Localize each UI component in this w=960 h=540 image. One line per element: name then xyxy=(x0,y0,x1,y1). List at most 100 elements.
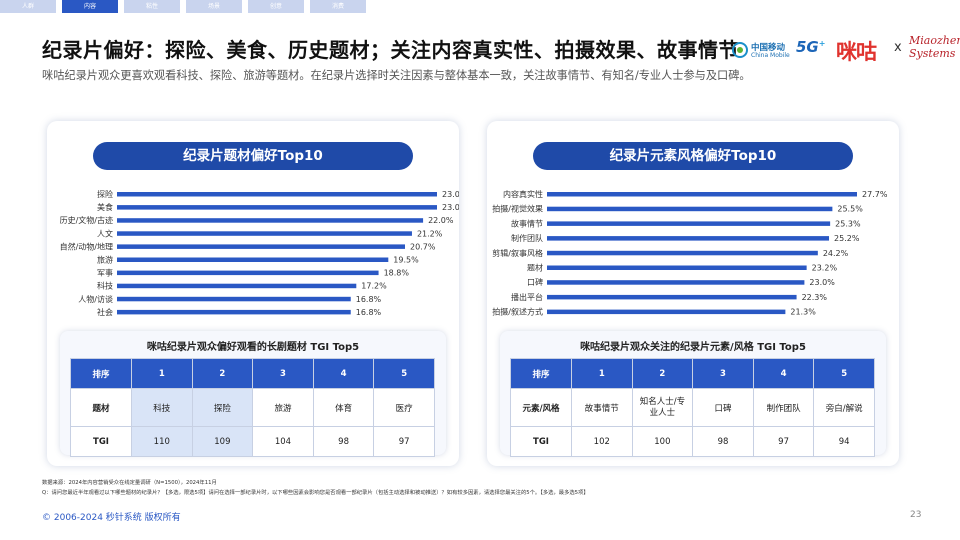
topic-chart-title: 纪录片题材偏好Top10 xyxy=(93,142,413,170)
element-tgi-title: 咪咕纪录片观众关注的纪录片元素/风格 TGI Top5 xyxy=(580,342,806,353)
bar xyxy=(117,296,351,302)
tab-consumption[interactable]: 消费 xyxy=(310,0,366,13)
tab-creative[interactable]: 创意 xyxy=(248,0,304,13)
bar-category-label: 美食 xyxy=(97,202,113,212)
bar-category-label: 播出平台 xyxy=(511,292,543,302)
bar-category-label: 自然/动物/地理 xyxy=(60,241,113,251)
tgi-rank-2: 2 xyxy=(191,358,254,389)
bar xyxy=(547,236,830,241)
bar xyxy=(117,257,389,262)
china-mobile-logo: 中国移动 China Mobile xyxy=(732,39,792,63)
tgi-value-2: 109 xyxy=(191,426,254,457)
bar-value-label: 23.0% xyxy=(442,190,459,199)
tgi-rank-5: 5 xyxy=(373,358,435,389)
bar xyxy=(117,283,357,289)
bar-value-label: 19.5% xyxy=(393,256,419,265)
bar-value-label: 21.2% xyxy=(417,229,443,238)
tgi-rank-3: 3 xyxy=(692,358,754,389)
topic-tgi-title: 咪咕纪录片观众偏好观看的长剧题材 TGI Top5 xyxy=(146,342,360,353)
tgi-header-row: 排序 1 2 3 4 5 xyxy=(70,358,435,389)
bar xyxy=(547,206,833,212)
miaozhen-logo: Miaozhen Systems xyxy=(909,34,960,60)
tgi-header-row: 排序 1 2 3 4 5 xyxy=(510,358,875,389)
page-subtitle: 咪咕纪录片观众更喜欢观看科技、探险、旅游等题材。在纪录片选择时关注因素与整体基本… xyxy=(42,69,751,82)
tgi-rank-4: 4 xyxy=(312,358,375,389)
bar-value-label: 17.2% xyxy=(361,282,387,291)
element-bar-chart: 内容真实性 27.7% 拍摄/视觉效果 25.5% 故事情节 25.3% 制作团队 25.2%… xyxy=(492,189,888,317)
topic-bar-chart: 探险 23.0% 美食 23.0% 历史/文物/古迹 22.0% 人文 21.2% 自然/动物/… xyxy=(60,189,459,317)
tgi-item-4: 制作团队 xyxy=(752,388,815,427)
topic-preference-card: 纪录片题材偏好Top10 探险 23.0% 美食 23.0% 历史/文物/古迹 22.0%… xyxy=(47,121,459,466)
bar-category-label: 探险 xyxy=(97,189,113,199)
bar-value-label: 25.3% xyxy=(835,219,861,228)
tgi-value-2: 100 xyxy=(631,426,694,457)
bar-value-label: 23.2% xyxy=(812,264,838,273)
tab-stickiness[interactable]: 粘性 xyxy=(124,0,180,13)
china-mobile-en-name: China Mobile xyxy=(751,52,790,59)
bar-category-label: 题材 xyxy=(527,263,543,273)
bar-category-label: 旅游 xyxy=(97,255,113,265)
miaozhen-line1: Miaozhen xyxy=(909,34,960,47)
tgi-value-3: 104 xyxy=(252,426,314,457)
bar xyxy=(117,205,437,210)
tgi-rank-label: 排序 xyxy=(510,358,572,389)
5g-logo: 5G+ xyxy=(796,38,825,56)
tgi-item-row: 元素/风格 故事情节 知名人士/专业人士 口碑 制作团队 旁白/解说 xyxy=(510,388,875,427)
bar-value-label: 20.7% xyxy=(410,242,436,251)
tgi-value-4: 97 xyxy=(752,426,815,457)
china-mobile-icon xyxy=(732,42,748,58)
bar xyxy=(547,309,786,315)
tgi-item-2-text: 知名人士/专业人士 xyxy=(639,396,686,418)
bar xyxy=(547,250,818,256)
tgi-item-row: 题材 科技 探险 旅游 体育 医疗 xyxy=(70,388,435,427)
tgi-rank-3: 3 xyxy=(252,358,314,389)
footnote: 数据来源：2024年内容营销受众在线定量调研（N=1500），2024年11月 … xyxy=(42,478,589,498)
bar-category-label: 拍摄/视觉效果 xyxy=(492,204,543,214)
bar-value-label: 22.3% xyxy=(802,293,828,302)
bar xyxy=(117,244,405,249)
bar-category-label: 科技 xyxy=(97,281,113,291)
tgi-value-label: TGI xyxy=(70,426,132,457)
tgi-value-1: 110 xyxy=(131,426,193,457)
bar xyxy=(547,280,805,285)
element-tgi-table: 排序 1 2 3 4 5 元素/风格 故事情节 知名人士/专业人士 口碑 制作团… xyxy=(510,358,875,457)
bar-category-label: 内容真实性 xyxy=(503,189,543,199)
tab-audience[interactable]: 人群 xyxy=(0,0,56,13)
element-preference-card: 纪录片元素风格偏好Top10 内容真实性 27.7% 拍摄/视觉效果 25.5% 故事情… xyxy=(487,121,899,466)
tgi-value-4: 98 xyxy=(312,426,375,457)
tgi-value-5: 94 xyxy=(813,426,875,457)
bar-value-label: 18.8% xyxy=(384,269,410,278)
tab-scene[interactable]: 场景 xyxy=(186,0,242,13)
bar xyxy=(117,231,412,236)
tgi-item-3: 口碑 xyxy=(692,388,754,427)
element-tgi-panel: 咪咕纪录片观众关注的纪录片元素/风格 TGI Top5 排序 1 2 3 4 5… xyxy=(500,331,886,457)
tgi-value-1: 102 xyxy=(571,426,633,457)
bar-category-label: 军事 xyxy=(97,268,113,278)
bar-value-label: 27.7% xyxy=(862,190,888,199)
tgi-item-5: 旁白/解说 xyxy=(813,388,875,427)
tgi-rank-5: 5 xyxy=(813,358,875,389)
tgi-item-2: 知名人士/专业人士 xyxy=(631,388,694,427)
bar-category-label: 故事情节 xyxy=(511,218,543,228)
bar-value-label: 25.5% xyxy=(837,205,863,214)
tab-content[interactable]: 内容 xyxy=(62,0,118,13)
bar-category-label: 制作团队 xyxy=(511,233,543,243)
tgi-rank-4: 4 xyxy=(752,358,815,389)
partner-logos: 中国移动 China Mobile 5G+ 咪咕 x Miaozhen Syst… xyxy=(732,34,960,68)
bar-value-label: 23.0% xyxy=(809,278,835,287)
bar xyxy=(547,265,807,270)
nav-tabs: 人群 内容 粘性 场景 创意 消费 xyxy=(0,0,372,13)
china-mobile-name: 中国移动 xyxy=(751,43,786,53)
bar-value-label: 25.2% xyxy=(834,234,860,243)
bar-value-label: 22.0% xyxy=(428,216,454,225)
tgi-rank-2: 2 xyxy=(631,358,694,389)
data-source: 数据来源：2024年内容营销受众在线定量调研（N=1500），2024年11月 xyxy=(42,480,217,486)
bar xyxy=(547,192,857,197)
tgi-item-label: 元素/风格 xyxy=(510,388,572,427)
tgi-value-3: 98 xyxy=(692,426,754,457)
bar-value-label: 16.8% xyxy=(356,295,382,304)
bar xyxy=(117,309,351,315)
tgi-item-2: 探险 xyxy=(191,388,254,427)
bar xyxy=(117,192,437,197)
bar-value-label: 16.8% xyxy=(356,308,382,317)
